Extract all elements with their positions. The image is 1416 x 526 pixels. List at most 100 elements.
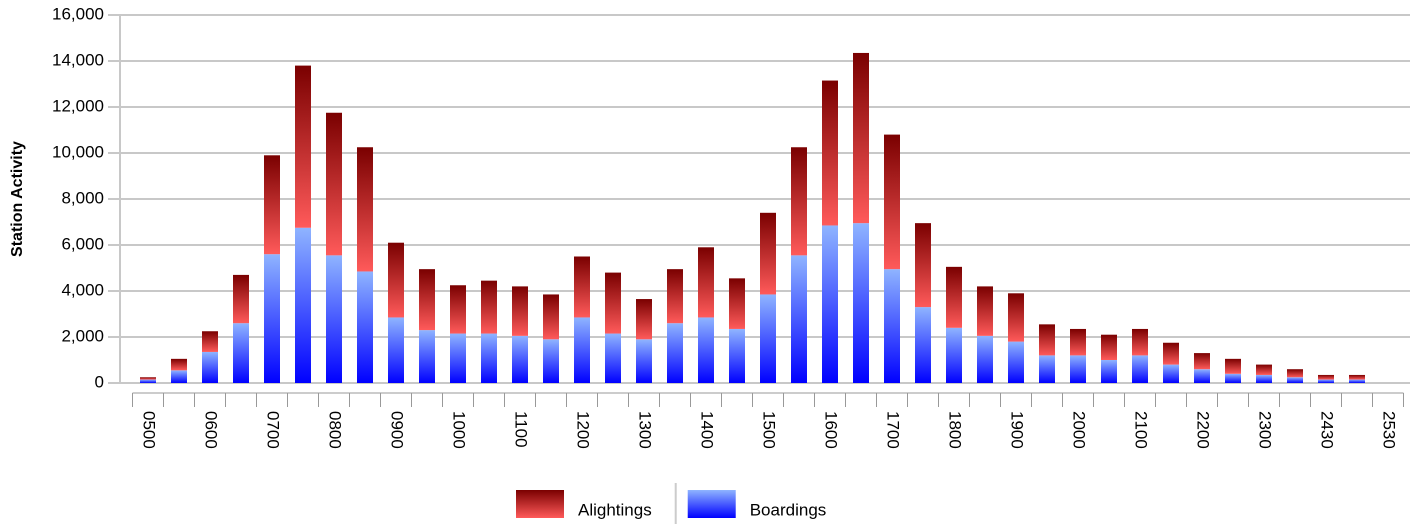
y-tick-label: 10,000 [52, 142, 104, 161]
bar-segment [853, 52, 869, 224]
bar-segment [512, 286, 528, 336]
bar-segment [977, 335, 993, 383]
bar-segment [636, 299, 652, 340]
bar-segment [1070, 355, 1086, 383]
bar-segment [419, 269, 435, 331]
bar-segment [760, 294, 776, 383]
bar-segment [140, 379, 156, 383]
bar-segment [574, 317, 590, 383]
x-tick-label: 1900 [1008, 411, 1027, 449]
x-tick-label: 1100 [512, 411, 531, 448]
x-tick-label: 0700 [264, 411, 283, 449]
legend-swatch [687, 490, 736, 518]
legend-label: Alightings [578, 500, 652, 519]
bar-segment [698, 247, 714, 318]
y-tick-label: 0 [95, 372, 104, 391]
bar-segment [1256, 374, 1272, 383]
bar-segment [853, 223, 869, 383]
bar-segment [481, 280, 497, 334]
bar-segment [822, 80, 838, 226]
bar-segment [1349, 379, 1365, 383]
bar-segment [915, 307, 931, 383]
bar-segment [1039, 355, 1055, 383]
bar-segment [1287, 369, 1303, 378]
bar-segment [450, 285, 466, 334]
bar-segment [264, 155, 280, 255]
x-tick-label: 1300 [636, 411, 655, 449]
x-tick-label: 1700 [884, 411, 903, 449]
bar-segment [1070, 328, 1086, 356]
bar-segment [729, 328, 745, 383]
bar-segment [202, 331, 218, 352]
bar-segment [884, 269, 900, 383]
bar-segment [1287, 377, 1303, 383]
y-axis-label: Station Activity [9, 141, 26, 257]
x-tick-label: 2100 [1132, 411, 1151, 449]
bar-segment [822, 225, 838, 383]
bar-segment [140, 377, 156, 380]
bar-segment [760, 212, 776, 295]
bar-segment [1194, 353, 1210, 370]
bar-segment [171, 358, 187, 371]
x-tick-label: 1000 [450, 411, 469, 449]
bar-segment [1008, 293, 1024, 342]
bar-segment [1132, 328, 1148, 356]
bar-segment [1132, 355, 1148, 383]
bar-segment [884, 134, 900, 270]
bar-segment [1008, 341, 1024, 383]
x-tick-label: 2000 [1070, 411, 1089, 449]
bar-segment [698, 317, 714, 383]
bar-segment [946, 327, 962, 383]
bar-segment [481, 333, 497, 383]
bar-segment [357, 271, 373, 383]
x-tick-label: 1600 [822, 411, 841, 449]
x-tick-label: 1200 [574, 411, 593, 449]
bar-segment [667, 323, 683, 383]
bar-segment [388, 242, 404, 318]
x-tick-label: 2530 [1380, 411, 1399, 449]
x-tick-label: 0800 [326, 411, 345, 449]
bar-segment [388, 317, 404, 383]
bar-segment [605, 272, 621, 334]
y-tick-label: 8,000 [61, 188, 104, 207]
x-tick-label: 1500 [760, 411, 779, 449]
bar-segment [264, 254, 280, 383]
bar-segment [295, 227, 311, 383]
y-tick-label: 6,000 [61, 234, 104, 253]
bar-segment [233, 323, 249, 383]
bar-segment [791, 147, 807, 256]
legend-label: Boardings [750, 500, 827, 519]
bar-segment [171, 370, 187, 383]
bar-segment [1101, 360, 1117, 383]
bar-segment [543, 339, 559, 383]
bar-segment [636, 339, 652, 383]
bar-segment [1318, 379, 1334, 383]
x-tick-label: 0600 [202, 411, 221, 449]
y-tick-label: 2,000 [61, 326, 104, 345]
bar-segment [1256, 364, 1272, 375]
bar-segment [202, 351, 218, 383]
bar-segment [1318, 374, 1334, 380]
bar-segment [1163, 342, 1179, 365]
bar-segment [1039, 324, 1055, 356]
bar-segment [946, 266, 962, 328]
bar-segment [667, 269, 683, 324]
bar-segment [295, 65, 311, 228]
bar-segment [1225, 358, 1241, 374]
x-tick-label: 2300 [1256, 411, 1275, 449]
x-tick-label: 0900 [388, 411, 407, 449]
bar-segment [419, 330, 435, 383]
bar-segment [1349, 374, 1365, 380]
bar-segment [1194, 369, 1210, 383]
legend-swatch [516, 490, 564, 518]
bar-segment [915, 223, 931, 308]
bar-segment [1225, 373, 1241, 383]
bar-segment [605, 333, 621, 383]
y-tick-label: 4,000 [61, 280, 104, 299]
bar-segment [729, 278, 745, 329]
x-tick-label: 0500 [140, 411, 159, 449]
bar-segment [326, 112, 342, 256]
bar-segment [326, 255, 342, 383]
